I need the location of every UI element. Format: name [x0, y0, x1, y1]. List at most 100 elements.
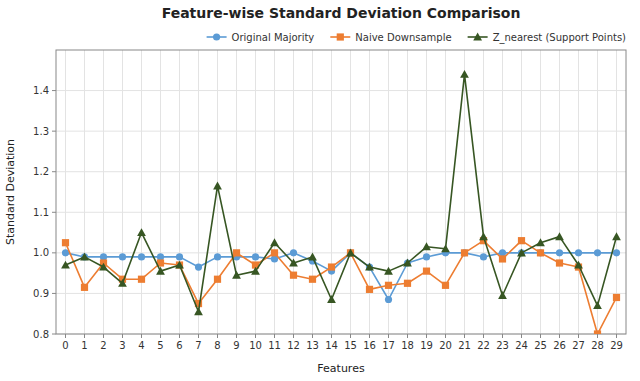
- point: [233, 249, 240, 256]
- tick-label: 4: [138, 340, 144, 351]
- point: [556, 249, 563, 256]
- grid-line: [616, 50, 617, 334]
- point: [99, 263, 108, 271]
- y-axis-label: Standard Deviation: [4, 139, 17, 245]
- legend-label: Original Majority: [232, 32, 315, 43]
- point: [460, 70, 469, 78]
- point: [594, 330, 601, 334]
- point: [594, 249, 601, 256]
- point: [423, 253, 430, 260]
- legend-marker: [473, 33, 482, 41]
- point: [290, 249, 297, 256]
- tick-label: 20: [439, 340, 452, 351]
- tick-mark: [65, 334, 66, 338]
- point: [499, 255, 506, 262]
- tick-mark: [179, 334, 180, 338]
- grid-line: [578, 50, 579, 334]
- point: [537, 249, 544, 256]
- tick-mark: [464, 334, 465, 338]
- point: [195, 263, 202, 270]
- grid-line: [103, 50, 104, 334]
- point: [537, 249, 544, 256]
- point: [423, 268, 430, 275]
- tick-label: 7: [195, 340, 201, 351]
- legend-marker: [337, 33, 344, 40]
- point: [461, 249, 468, 256]
- grid-line: [122, 50, 123, 334]
- tick-mark: [521, 334, 522, 338]
- tick-label: 10: [249, 340, 262, 351]
- tick-label: 11: [268, 340, 281, 351]
- point: [138, 276, 145, 283]
- point: [289, 259, 298, 267]
- point: [536, 238, 545, 246]
- tick-label: 23: [496, 340, 509, 351]
- x-axis-label: Features: [317, 362, 365, 375]
- grid-line: [331, 50, 332, 334]
- point: [119, 253, 126, 260]
- tick-mark: [52, 131, 56, 132]
- tick-mark: [255, 334, 256, 338]
- tick-mark: [52, 212, 56, 213]
- grid: [56, 50, 626, 334]
- tick-mark: [616, 334, 617, 338]
- tick-label: 0: [62, 340, 68, 351]
- tick-mark: [84, 334, 85, 338]
- tick-mark: [52, 90, 56, 91]
- point: [518, 249, 525, 256]
- tick-label: 1.1: [33, 207, 49, 218]
- point: [441, 244, 450, 252]
- point: [365, 263, 374, 271]
- tick-label: 17: [382, 340, 395, 351]
- point: [384, 267, 393, 275]
- tick-mark: [141, 334, 142, 338]
- point: [479, 232, 488, 240]
- point: [612, 232, 621, 240]
- grid-line: [407, 50, 408, 334]
- tick-mark: [597, 334, 598, 338]
- tick-label: 27: [572, 340, 585, 351]
- point: [442, 282, 449, 289]
- plot-frame: [56, 50, 626, 334]
- point: [385, 282, 392, 289]
- tick-mark: [350, 334, 351, 338]
- point: [118, 279, 127, 287]
- tick-label: 0.8: [33, 329, 49, 340]
- tick-mark: [274, 334, 275, 338]
- point: [366, 286, 373, 293]
- grid-line: [198, 50, 199, 334]
- tick-label: 13: [306, 340, 319, 351]
- point: [347, 249, 354, 256]
- grid-line: [160, 50, 161, 334]
- grid-line: [312, 50, 313, 334]
- tick-label: 28: [591, 340, 604, 351]
- point: [403, 259, 412, 267]
- tick-label: 1.3: [33, 126, 49, 137]
- legend-label: Naive Downsample: [355, 32, 451, 43]
- grid-line: [521, 50, 522, 334]
- tick-label: 8: [214, 340, 220, 351]
- grid-line: [559, 50, 560, 334]
- tick-mark: [293, 334, 294, 338]
- tick-label: 15: [344, 340, 357, 351]
- legend-marker: [213, 33, 220, 40]
- legend: Original Majority Naive Downsample Z_neare…: [207, 32, 627, 44]
- point: [214, 253, 221, 260]
- point: [518, 237, 525, 244]
- point: [138, 253, 145, 260]
- tick-label: 16: [363, 340, 376, 351]
- point: [252, 253, 259, 260]
- grid-line: [388, 50, 389, 334]
- tick-mark: [369, 334, 370, 338]
- point: [156, 267, 165, 275]
- grid-line: [236, 50, 237, 334]
- point: [480, 253, 487, 260]
- point: [290, 272, 297, 279]
- point: [555, 232, 564, 240]
- tick-label: 1.2: [33, 166, 49, 177]
- tick-mark: [160, 334, 161, 338]
- tick-mark: [52, 171, 56, 172]
- grid-line: [445, 50, 446, 334]
- point: [270, 238, 279, 246]
- legend-label: Z_nearest (Support Points): [493, 32, 626, 44]
